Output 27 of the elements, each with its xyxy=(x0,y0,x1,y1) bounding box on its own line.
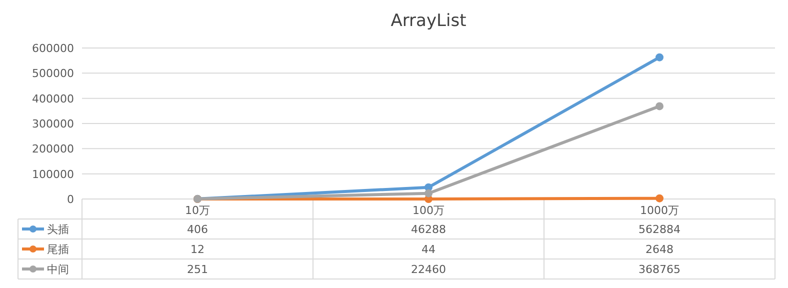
data-label: 368765 xyxy=(638,263,680,276)
legend-label: 头插 xyxy=(47,223,69,236)
y-tick-label: 500000 xyxy=(32,67,74,80)
data-label: 22460 xyxy=(411,263,446,276)
x-tick-label: 1000万 xyxy=(640,204,679,217)
y-tick-label: 400000 xyxy=(32,92,74,106)
point xyxy=(656,194,664,202)
point xyxy=(656,102,664,110)
y-tick-label: 0 xyxy=(67,193,74,206)
data-label: 44 xyxy=(422,243,436,256)
data-label: 12 xyxy=(190,243,204,256)
data-label: 251 xyxy=(187,263,208,276)
x-tick-label: 10万 xyxy=(185,204,210,217)
data-label: 562884 xyxy=(638,223,680,236)
y-tick-label: 100000 xyxy=(32,168,74,181)
y-tick-label: 300000 xyxy=(32,118,74,130)
legend-label: 中间 xyxy=(47,263,69,276)
data-label: 406 xyxy=(187,223,208,236)
x-tick-label: 100万 xyxy=(412,204,444,217)
point xyxy=(424,189,432,198)
data-label: 46288 xyxy=(411,223,446,236)
legend-label: 尾插 xyxy=(47,243,69,256)
point xyxy=(656,53,664,62)
y-tick-label: 200000 xyxy=(32,142,74,156)
y-tick-label: 600000 xyxy=(32,42,74,55)
chart-title: ArrayList xyxy=(390,11,467,31)
data-label: 2648 xyxy=(646,243,674,256)
